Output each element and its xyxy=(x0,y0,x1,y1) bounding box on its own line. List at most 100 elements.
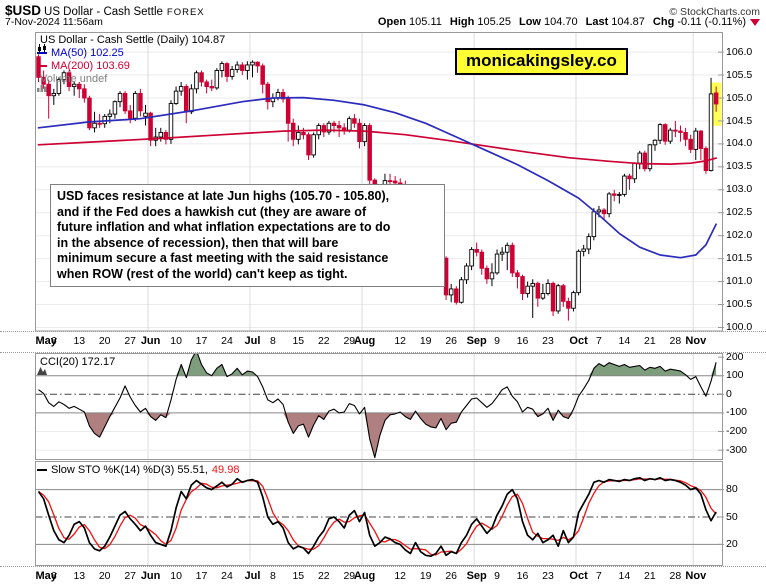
price-tick-label: 100.5 xyxy=(726,298,753,310)
x-axis-label: 20 xyxy=(98,335,111,347)
x-axis-label: Aug xyxy=(353,335,376,347)
x-axis-label: 8 xyxy=(269,335,276,347)
x-axis-label: 28 xyxy=(669,570,682,582)
low-value: 104.70 xyxy=(543,16,578,28)
chart-datetime: 7-Nov-2024 11:56am xyxy=(5,16,103,28)
chg-label: Chg xyxy=(652,16,675,28)
x-axis-label: 24 xyxy=(221,335,233,347)
x-axis-label: Nov xyxy=(685,570,707,582)
sto-legend-text: Slow STO %K(14) %D(3) 55.51, xyxy=(51,464,208,476)
x-axis-label: 23 xyxy=(542,570,554,582)
x-axis-label: Oct xyxy=(569,335,588,347)
x-axis-label: 19 xyxy=(419,570,432,582)
instrument-name: US Dollar - Cash Settle xyxy=(44,6,163,18)
sto-tick-label: 50 xyxy=(726,510,738,523)
sto-legend: Slow STO %K(14) %D(3) 55.51, 49.98 xyxy=(37,464,239,476)
x-axis-label: 16 xyxy=(516,570,529,582)
price-tick-label: 102.0 xyxy=(726,229,753,242)
x-axis-label: 21 xyxy=(644,570,656,582)
x-axis-label: 29 xyxy=(343,570,356,582)
cci-legend-text: CCI(20) 172.17 xyxy=(40,356,116,368)
x-axis-label: 27 xyxy=(124,570,137,582)
legend-ma50: MA(50) 102.25 xyxy=(51,47,124,59)
sto-k-swatch xyxy=(37,469,47,472)
cci-tick-label: 0 xyxy=(726,387,732,400)
x-axis-label: 7 xyxy=(595,335,602,347)
x-axis-label: Sep xyxy=(466,570,487,582)
x-axis-label: Jun xyxy=(140,570,161,582)
price-tick-label: 101.5 xyxy=(726,252,753,265)
sto-tick-label: 80 xyxy=(726,483,738,496)
x-axis-label: Jul xyxy=(244,335,261,347)
exchange-label: FOREX xyxy=(166,7,205,18)
price-tick-label: 105.0 xyxy=(726,91,753,104)
x-axis-label: Jun xyxy=(140,335,161,347)
x-axis-label: 10 xyxy=(170,335,182,347)
low-label: Low xyxy=(518,16,541,28)
sto-d-value: 49.98 xyxy=(211,464,240,476)
chart-area: May 6 13 20 27 Jun 10 17 24 Jul 8 15 22 29 Aug 12 19 26 Se… xyxy=(0,31,766,586)
x-axis-label: 20 xyxy=(98,570,111,582)
open-value: 105.11 xyxy=(409,16,442,28)
price-tick-label: 102.5 xyxy=(726,206,753,219)
legend-volume-row: Volume undef xyxy=(37,73,225,92)
legend-ma50-row: MA(50) 102.25 xyxy=(37,47,225,60)
price-tick-label: 103.0 xyxy=(726,183,753,196)
cci-tick-label: 100 xyxy=(726,369,744,382)
quote-bar: Open 105.11 High 105.25 Low 104.70 Last 104.87 C… xyxy=(370,16,760,28)
x-axis-label: 15 xyxy=(292,570,305,582)
annotation-note: USD faces resistance at late Jun highs (… xyxy=(50,184,445,287)
date-axis-bottom: May 6 13 20 27 Jun 10 17 24 Jul 8 15 22 29 Aug 12 19 26 Se… xyxy=(0,566,766,586)
price-tick-label: 100.0 xyxy=(726,321,753,333)
x-axis-label: 21 xyxy=(644,335,656,347)
x-axis-label: 26 xyxy=(445,335,458,347)
x-axis-label: 24 xyxy=(221,570,233,582)
cci-tick-label: 200 xyxy=(726,350,744,363)
x-axis-label: 6 xyxy=(50,335,57,347)
price-tick-label: 105.5 xyxy=(726,68,753,81)
x-axis-label: Sep xyxy=(466,335,487,347)
x-axis-label: 17 xyxy=(195,570,208,582)
header-row-2: 7-Nov-2024 11:56am Open 105.11 High 105.25 L… xyxy=(0,16,766,31)
x-axis-label: Nov xyxy=(685,335,707,347)
x-axis-label: 9 xyxy=(494,570,500,582)
price-tick-label: 106.0 xyxy=(726,45,753,58)
symbol: $USD xyxy=(5,3,42,18)
ma200-swatch xyxy=(37,65,47,68)
header-row-1: $USD US Dollar - Cash Settle FOREX © Stock… xyxy=(0,0,766,18)
date-axis-top: May 6 13 20 27 Jun 10 17 24 Jul 8 15 22 29 Aug 12 19 26 Se… xyxy=(0,331,766,353)
x-axis-label: 9 xyxy=(494,335,500,347)
x-axis-label: 23 xyxy=(542,335,554,347)
price-tick-label: 101.0 xyxy=(726,275,753,288)
x-axis-label: Aug xyxy=(353,570,376,582)
x-axis-label: 14 xyxy=(618,570,631,582)
sto-tick-label: 20 xyxy=(726,537,738,550)
x-axis-label: 13 xyxy=(73,335,86,347)
x-axis-label: 19 xyxy=(419,335,432,347)
cci-legend: CCI(20) 172.17 xyxy=(37,356,116,375)
cci-panel-svg xyxy=(35,353,724,460)
x-axis-label: 7 xyxy=(595,570,602,582)
price-tick-label: 104.5 xyxy=(726,114,753,127)
x-axis-label: 27 xyxy=(124,335,137,347)
legend-title-row: US Dollar - Cash Settle (Daily) 104.87 xyxy=(37,34,225,54)
cci-tick-label: -100 xyxy=(726,406,748,419)
legend-volume: Volume undef xyxy=(40,73,108,85)
price-tick-label: 104.0 xyxy=(726,137,753,150)
legend-ma200: MA(200) 103.69 xyxy=(51,60,130,72)
x-axis-label: 15 xyxy=(292,335,305,347)
change-down-triangle-icon xyxy=(750,18,760,26)
x-axis-label: Jul xyxy=(244,570,261,582)
price-legend: US Dollar - Cash Settle (Daily) 104.87 M… xyxy=(37,34,225,92)
x-axis-label: 16 xyxy=(516,335,529,347)
legend-ma200-row: MA(200) 103.69 xyxy=(37,60,225,73)
x-axis-label: 14 xyxy=(618,335,631,347)
x-axis-label: May xyxy=(35,570,57,582)
price-tick-label: 103.5 xyxy=(726,160,753,173)
x-axis-label: 13 xyxy=(73,570,86,582)
x-axis-label: 8 xyxy=(269,570,276,582)
sto-panel-svg xyxy=(35,461,724,566)
x-axis-label: 26 xyxy=(445,570,458,582)
x-axis-label: 10 xyxy=(170,570,182,582)
